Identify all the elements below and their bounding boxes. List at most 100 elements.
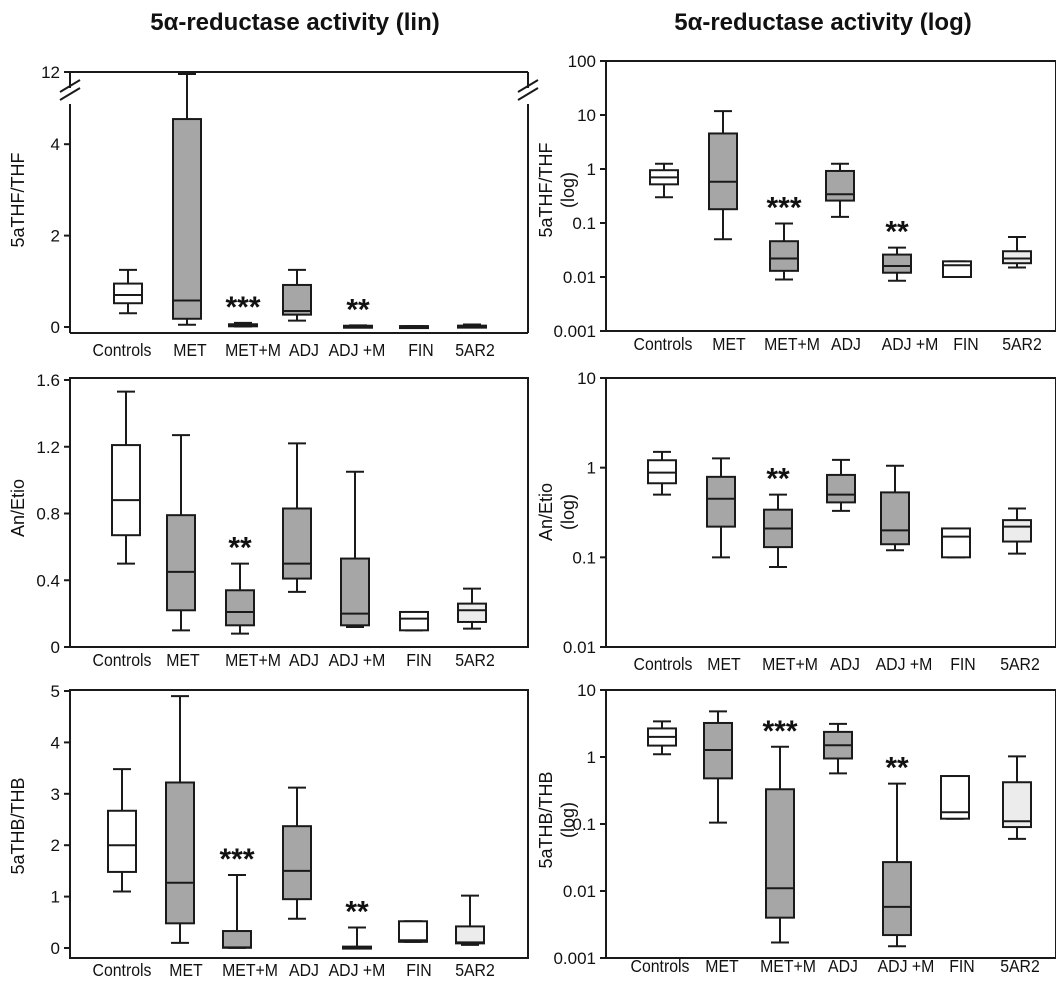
category-label: ADJ [289, 340, 319, 360]
category-label: ADJ [289, 960, 319, 980]
y-tick-label: 100 [568, 52, 596, 71]
significance-stars: ** [766, 463, 790, 496]
box-adj-m: ** [882, 216, 912, 282]
category-label: Controls [634, 334, 693, 354]
category-label: MET [707, 654, 740, 674]
box-iqr [882, 253, 912, 274]
box-fin [942, 260, 972, 279]
y-tick-label: 1 [587, 748, 596, 767]
y-tick-label: 0.01 [563, 638, 596, 657]
box-iqr [225, 589, 255, 627]
box-controls [107, 768, 137, 893]
y-tick-label: 0.1 [572, 548, 596, 567]
y-axis-label: An/Etio [536, 483, 556, 541]
y-axis-label-suffix: (log) [558, 172, 578, 208]
box-iqr [107, 809, 137, 873]
column-title-linear: 5α-reductase activity (lin) [150, 9, 440, 36]
box-iqr [113, 282, 143, 305]
category-label: MET+M [760, 956, 816, 976]
y-tick-label: 10 [577, 681, 596, 700]
box-iqr [826, 473, 856, 504]
y-tick-label: 0.1 [572, 815, 596, 834]
box-iqr [882, 861, 912, 937]
box-adj [823, 722, 853, 775]
box-fin [941, 527, 971, 559]
box-fin [940, 775, 970, 820]
category-label: 5AR2 [1000, 956, 1040, 976]
category-label: ADJ +M [329, 340, 386, 360]
significance-stars: *** [225, 291, 260, 324]
chart-panel-3: 0 0.4 0.8 1.2 1.6 An/Etio ** Controls MET MET+M AD… [8, 371, 529, 670]
box-iqr [706, 475, 736, 528]
y-tick-label: 1 [587, 160, 596, 179]
category-label: MET [712, 334, 745, 354]
box-iqr [172, 118, 202, 320]
box-controls [111, 390, 141, 565]
category-label: MET+M [225, 650, 281, 670]
significance-stars: ** [228, 532, 252, 565]
box-met-m: *** [762, 715, 798, 944]
y-tick-label: 4 [51, 733, 60, 752]
box-iqr [880, 491, 910, 546]
box-adj [826, 458, 856, 512]
y-tick-label: 0 [51, 939, 60, 958]
box-iqr [765, 788, 795, 919]
axis-break-mark [59, 87, 81, 101]
category-label: MET+M [222, 960, 278, 980]
y-axis-label: An/Etio [8, 479, 28, 537]
y-tick-label: 4 [51, 135, 60, 154]
y-tick-label: 0 [51, 318, 60, 337]
y-tick-label: 10 [577, 369, 596, 388]
category-label: ADJ [828, 956, 858, 976]
y-tick-label: 12 [41, 63, 60, 82]
box-iqr [941, 527, 971, 559]
box-5ar2 [1002, 236, 1032, 269]
significance-stars: *** [766, 191, 801, 224]
significance-stars: ** [346, 293, 370, 326]
plot-frame [605, 60, 1056, 332]
y-axis-label: 5aTHF/THF [8, 152, 28, 247]
category-label: FIN [406, 650, 432, 670]
box-iqr [398, 920, 428, 943]
box-adj [282, 442, 312, 593]
box-met [166, 434, 196, 632]
category-label: 5AR2 [455, 340, 495, 360]
plot-frame [69, 689, 529, 959]
axis-break-mark [517, 79, 539, 93]
category-label: 5AR2 [1000, 654, 1040, 674]
category-label: ADJ +M [329, 650, 386, 670]
box-adj [282, 786, 312, 920]
box-5ar2 [457, 323, 487, 329]
y-tick-label: 2 [51, 227, 60, 246]
box-fin [399, 610, 429, 632]
category-label: MET+M [225, 340, 281, 360]
y-axis-label: 5aTHB/THB [536, 771, 556, 868]
category-label: 5AR2 [455, 650, 495, 670]
y-tick-label: 1.2 [36, 438, 60, 457]
box-iqr [282, 283, 312, 316]
box-adj [825, 162, 855, 218]
significance-stars: *** [219, 843, 254, 876]
category-label: FIN [408, 340, 434, 360]
box-met [706, 457, 736, 559]
box-5ar2 [455, 894, 485, 946]
y-tick-label: 0 [51, 638, 60, 657]
category-label: Controls [634, 654, 693, 674]
box-iqr [455, 925, 485, 945]
significance-stars: ** [885, 752, 909, 785]
box-iqr [222, 930, 252, 949]
box-met [172, 72, 202, 326]
y-axis-label-suffix: (log) [558, 494, 578, 530]
y-tick-label: 0.001 [553, 949, 596, 968]
category-label: ADJ [289, 650, 319, 670]
y-axis-label-suffix: (log) [558, 802, 578, 838]
significance-stars: *** [762, 715, 797, 748]
box-adj-m: ** [882, 752, 912, 948]
box-met-m: ** [225, 532, 255, 635]
category-label: MET [705, 956, 738, 976]
box-controls [647, 450, 677, 496]
